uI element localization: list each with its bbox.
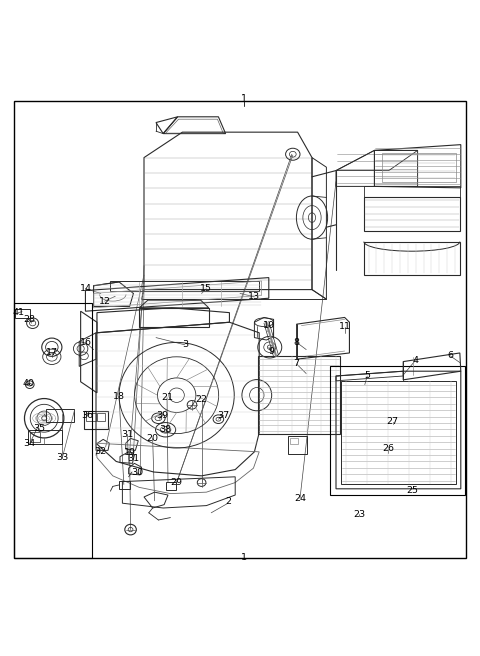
Bar	[30, 432, 40, 442]
Text: 19: 19	[124, 448, 136, 457]
Bar	[46, 409, 74, 422]
Bar	[110, 281, 259, 291]
Text: 33: 33	[56, 453, 69, 462]
Bar	[341, 380, 456, 484]
Bar	[119, 481, 130, 489]
Bar	[28, 430, 62, 444]
Text: 6: 6	[447, 352, 453, 360]
Bar	[330, 367, 465, 495]
Bar	[86, 413, 96, 420]
Text: 36: 36	[81, 411, 94, 420]
Bar	[288, 436, 307, 454]
Text: 22: 22	[196, 396, 207, 405]
Text: 39: 39	[156, 411, 168, 420]
Text: 28: 28	[23, 315, 35, 324]
Text: 1: 1	[241, 94, 247, 104]
Text: 9: 9	[268, 346, 274, 356]
Text: 41: 41	[12, 308, 24, 317]
Text: 15: 15	[201, 284, 212, 293]
Text: 10: 10	[263, 321, 275, 330]
Text: 1: 1	[241, 553, 247, 562]
Bar	[382, 153, 456, 182]
Text: 13: 13	[248, 293, 261, 301]
Text: 24: 24	[294, 494, 306, 503]
Text: 21: 21	[161, 393, 173, 402]
Bar	[290, 438, 298, 444]
Text: 29: 29	[171, 478, 182, 487]
Text: 3: 3	[182, 340, 188, 349]
Text: 7: 7	[294, 359, 300, 369]
Bar	[166, 482, 176, 490]
Text: 14: 14	[79, 284, 91, 293]
Text: 25: 25	[406, 485, 418, 495]
Text: 26: 26	[382, 445, 394, 453]
Text: 20: 20	[147, 434, 158, 443]
Bar	[139, 308, 209, 327]
Text: 16: 16	[79, 338, 91, 347]
Text: 27: 27	[387, 417, 398, 426]
Text: 5: 5	[364, 371, 370, 380]
Text: 34: 34	[24, 439, 36, 447]
Text: 32: 32	[94, 447, 106, 457]
Text: 38: 38	[159, 425, 172, 434]
Text: 30: 30	[131, 468, 143, 478]
Text: 37: 37	[217, 411, 229, 420]
Text: 31: 31	[121, 430, 133, 439]
Bar	[15, 309, 30, 318]
Text: 31: 31	[127, 454, 140, 463]
Text: 4: 4	[412, 356, 418, 365]
Text: 2: 2	[225, 497, 231, 506]
Text: 17: 17	[46, 348, 58, 358]
Bar	[14, 303, 92, 558]
Text: 11: 11	[339, 322, 350, 331]
Text: 18: 18	[113, 392, 125, 401]
Text: 23: 23	[353, 510, 365, 519]
Bar	[97, 413, 105, 420]
Text: 8: 8	[294, 338, 300, 347]
Text: 12: 12	[99, 297, 110, 306]
Text: 40: 40	[23, 379, 35, 388]
Bar	[84, 411, 108, 429]
Text: 35: 35	[33, 424, 46, 434]
